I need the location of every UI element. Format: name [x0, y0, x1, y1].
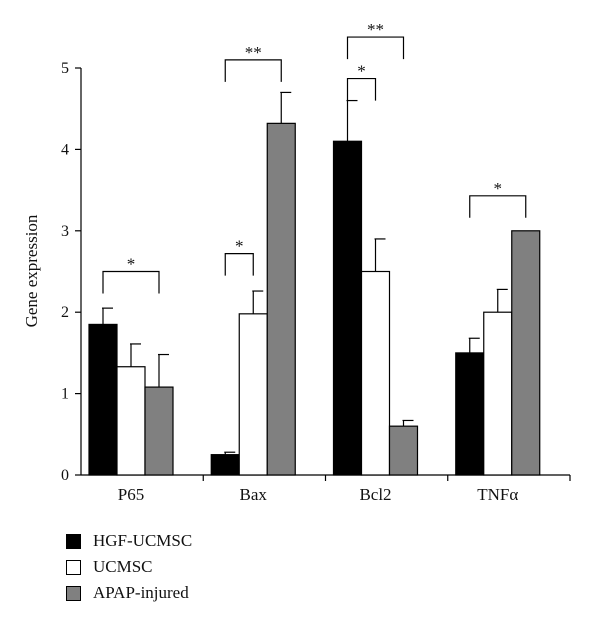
- bar: [210, 454, 240, 476]
- bar: [144, 386, 174, 476]
- significance-label: **: [367, 20, 384, 39]
- legend-label: HGF-UCMSC: [93, 531, 193, 550]
- legend-swatch: [66, 559, 81, 575]
- legend-swatch: [66, 533, 81, 549]
- y-axis-label: Gene expression: [22, 214, 41, 327]
- significance-bracket: [346, 77, 377, 101]
- significance-label: *: [494, 179, 503, 198]
- significance-label: *: [127, 255, 136, 274]
- bar: [388, 425, 419, 476]
- bar: [332, 140, 363, 476]
- legend-item: APAP-injured: [66, 580, 192, 606]
- bar: [511, 230, 541, 476]
- significance-bracket: [346, 36, 405, 60]
- y-tick-label: 3: [61, 223, 69, 240]
- legend-item: HGF-UCMSC: [66, 528, 192, 554]
- y-tick-label: 0: [61, 467, 69, 484]
- bar: [116, 366, 146, 476]
- legend: HGF-UCMSC UCMSC APAP-injured: [66, 528, 192, 606]
- x-tick-label: TNFα: [477, 485, 518, 504]
- legend-label: UCMSC: [93, 557, 153, 576]
- significance-bracket: [102, 270, 160, 294]
- bar: [360, 270, 391, 476]
- bar: [88, 323, 118, 476]
- significance-label: *: [235, 237, 244, 256]
- significance-label: **: [245, 43, 262, 62]
- legend-swatch: [66, 585, 81, 601]
- significance-bracket: [224, 59, 282, 82]
- y-tick-label: 4: [61, 141, 69, 158]
- y-tick-label: 5: [61, 60, 69, 77]
- bar: [483, 311, 513, 476]
- x-tick-label: Bax: [240, 485, 268, 504]
- bar: [455, 352, 485, 476]
- legend-item: UCMSC: [66, 554, 192, 580]
- y-tick-label: 2: [61, 304, 69, 321]
- significance-bracket: [469, 195, 527, 218]
- significance-label: *: [357, 62, 366, 81]
- bar: [266, 122, 296, 476]
- x-tick-label: P65: [118, 485, 144, 504]
- significance-bracket: [224, 252, 254, 276]
- x-tick-label: Bcl2: [359, 485, 391, 504]
- legend-label: APAP-injured: [93, 583, 189, 602]
- y-tick-label: 1: [61, 386, 69, 403]
- bar: [238, 313, 268, 476]
